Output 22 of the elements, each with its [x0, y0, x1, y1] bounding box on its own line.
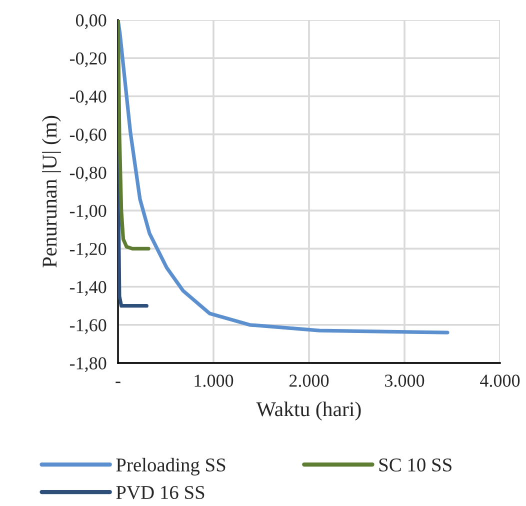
x-tick-label: 1.000: [194, 374, 234, 387]
y-tick-label: -1,60: [70, 319, 106, 334]
x-tick-label: 3.000: [385, 374, 424, 387]
x-axis-title: Waktu (hari): [256, 402, 361, 420]
y-tick-label: -0,80: [70, 166, 106, 182]
line-series: [118, 20, 450, 334]
y-tick-label: -0,60: [70, 128, 106, 144]
legend-label: Preloading SS: [116, 458, 226, 476]
x-tick-label: 4.000: [480, 374, 520, 387]
y-tick-label: -1,80: [70, 357, 106, 372]
x-tick-label: -: [116, 382, 120, 384]
x-tick-label: 2.000: [289, 374, 329, 387]
y-tick-label: -0,20: [70, 52, 106, 68]
line-series: [118, 20, 150, 250]
y-axis-title: Penurunan |U| (m): [42, 116, 61, 268]
legend-label: PVD 16 SS: [116, 486, 204, 500]
y-tick-label: -1,20: [70, 242, 106, 258]
y-tick-label: 0,00: [76, 14, 106, 30]
y-tick-label: -1,00: [70, 204, 106, 220]
y-tick-label: -1,40: [70, 281, 106, 296]
legend-label: SC 10 SS: [379, 458, 452, 472]
y-tick-label: -0,40: [70, 90, 106, 106]
